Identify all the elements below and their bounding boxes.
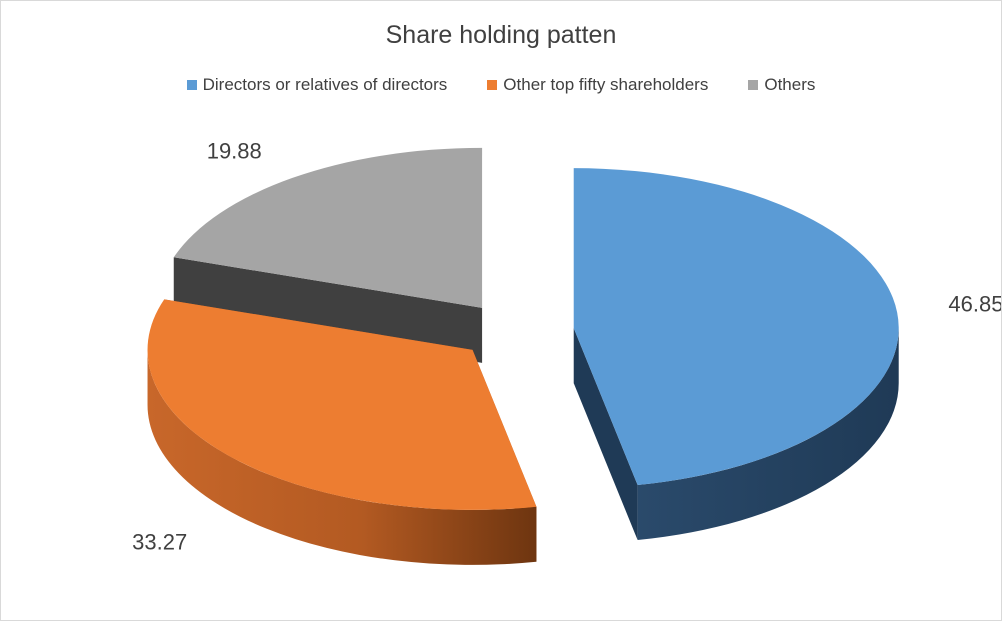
legend-item-others: Others xyxy=(748,75,815,95)
pie-slice-top-top-fifty xyxy=(147,299,537,510)
pie-slice-top-directors xyxy=(573,168,899,486)
data-label-top-fifty: 33.27 xyxy=(132,529,187,554)
pie-slice-top-others xyxy=(173,147,483,308)
legend-swatch-others xyxy=(748,80,759,90)
pie-slice-others xyxy=(173,147,483,363)
pie-slice-directors xyxy=(573,168,899,541)
legend: Directors or relatives of directors Othe… xyxy=(1,75,1001,95)
data-label-directors: 46.85 xyxy=(948,291,1001,316)
legend-item-top-fifty: Other top fifty shareholders xyxy=(487,75,708,95)
legend-swatch-directors xyxy=(186,80,197,90)
legend-label-top-fifty: Other top fifty shareholders xyxy=(503,75,709,94)
pie-slice-side-top-fifty-0 xyxy=(147,349,537,565)
pie-slice-wall-directors-1 xyxy=(573,328,638,541)
data-label-others: 19.88 xyxy=(207,138,262,163)
legend-swatch-top-fifty xyxy=(487,80,498,90)
legend-label-directors: Directors or relatives of directors xyxy=(202,75,448,94)
pie-slice-side-directors-0 xyxy=(637,328,899,541)
pie-slice-top-fifty xyxy=(147,299,537,565)
legend-item-directors: Directors or relatives of directors xyxy=(186,75,448,95)
legend-label-others: Others xyxy=(764,75,816,94)
pie-slice-wall-others-0 xyxy=(173,257,483,363)
chart-title: Share holding patten xyxy=(385,21,617,49)
